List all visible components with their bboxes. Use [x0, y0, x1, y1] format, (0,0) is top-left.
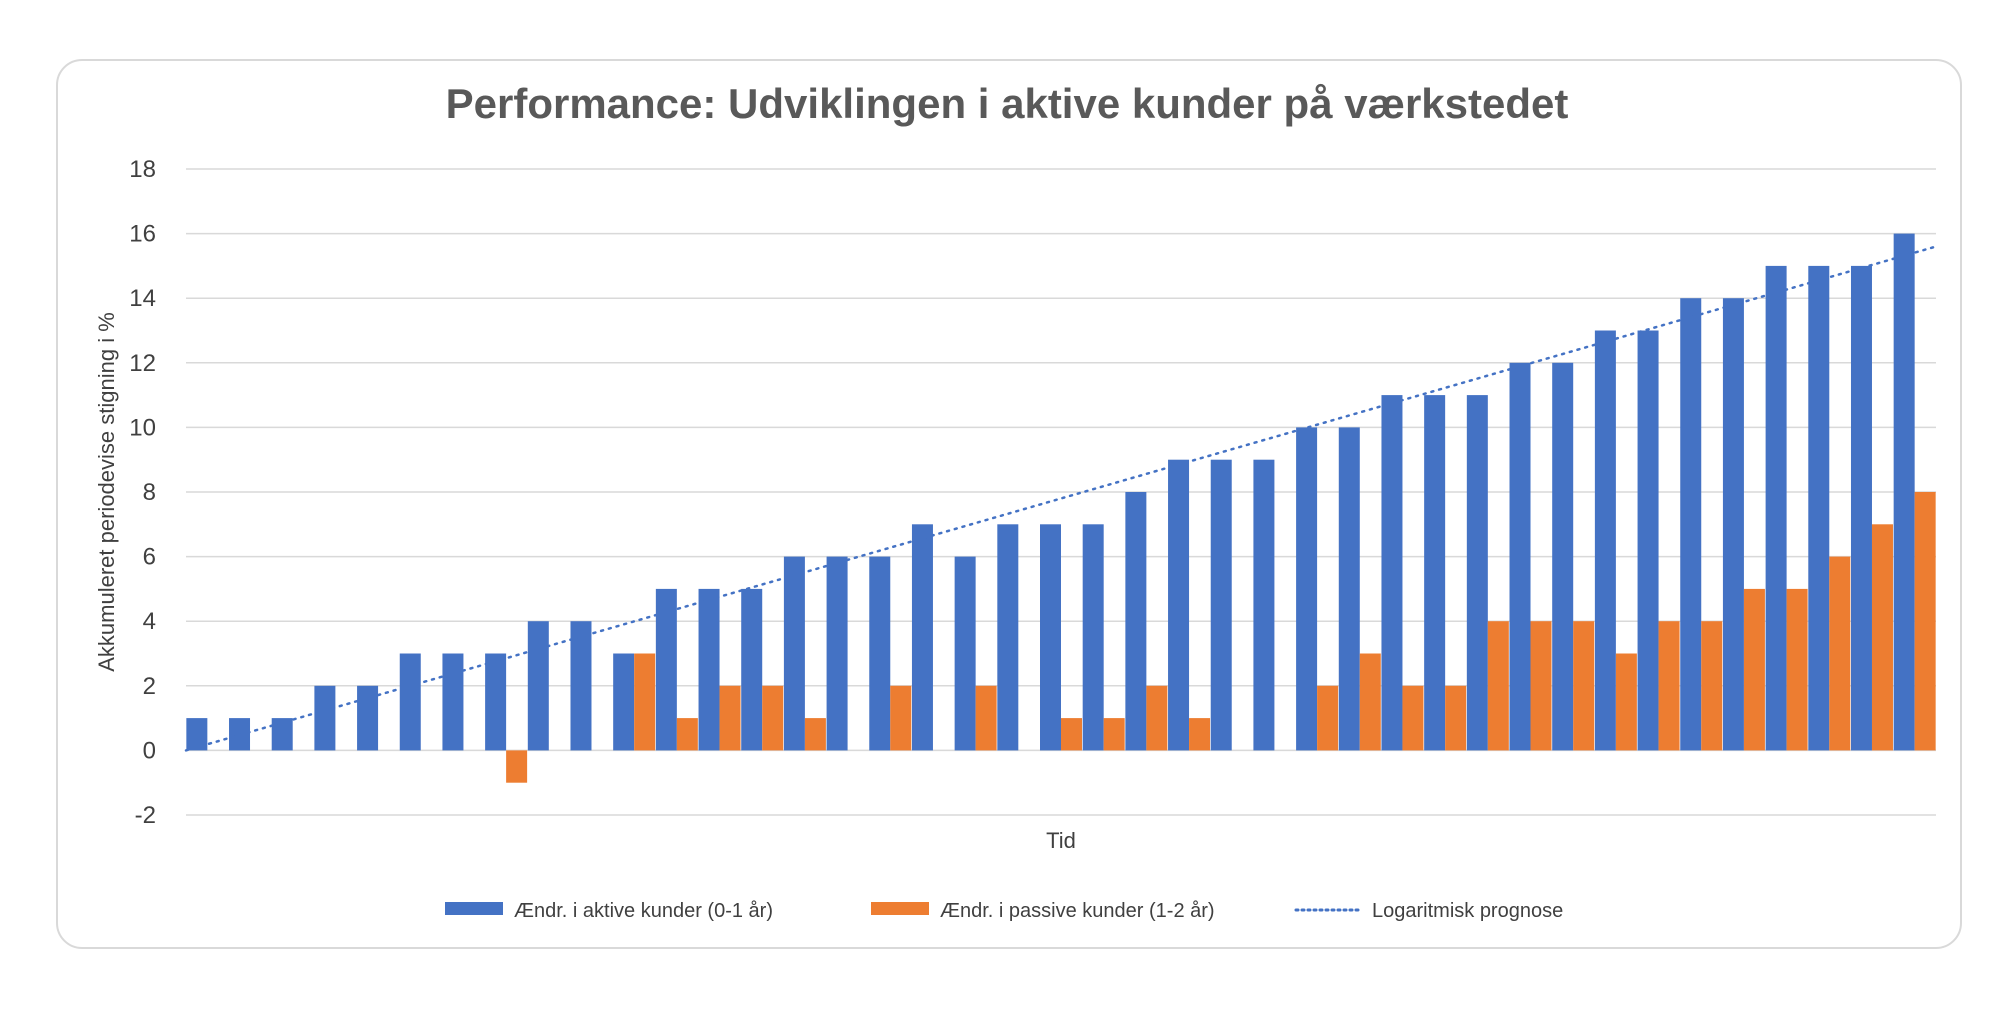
bar-active-24	[1168, 459, 1190, 751]
bar-active-10	[570, 621, 592, 751]
y-tick-label: 12	[129, 350, 156, 377]
bar-active-29	[1381, 395, 1403, 751]
bar-passive-22	[1103, 718, 1125, 751]
y-tick-label: 10	[129, 414, 156, 441]
bar-active-16	[826, 556, 848, 751]
bar-active-28	[1338, 427, 1360, 751]
bar-passive-23	[1146, 685, 1168, 751]
bar-passive-32	[1530, 621, 1552, 751]
y-axis-label: Akkumuleret periodevise stigning i %	[94, 312, 119, 672]
bar-active-32	[1509, 362, 1531, 751]
y-tick-label: 14	[129, 285, 156, 312]
bar-passive-34	[1615, 653, 1637, 751]
bar-passive-15	[804, 718, 826, 751]
bar-passive-14	[762, 685, 784, 751]
bar-active-18	[911, 524, 933, 751]
bar-passive-13	[719, 685, 741, 751]
bar-passive-24	[1189, 718, 1211, 751]
bar-active-31	[1466, 395, 1488, 751]
y-tick-label: 2	[143, 673, 156, 700]
legend-swatch-passive	[871, 902, 929, 915]
bar-passive-33	[1573, 621, 1595, 751]
bar-active-27	[1296, 427, 1318, 751]
bar-passive-19	[975, 685, 997, 751]
bar-passive-27	[1317, 685, 1339, 751]
x-axis-label: Tid	[1046, 828, 1076, 853]
bar-active-12	[655, 588, 677, 751]
bar-passive-17	[890, 685, 912, 751]
bar-active-34	[1594, 330, 1616, 751]
bar-active-36	[1680, 298, 1702, 751]
bar-active-13	[698, 588, 720, 751]
bar-passive-8	[506, 750, 528, 783]
legend-swatch-active	[445, 902, 503, 915]
bars	[186, 233, 1936, 783]
bar-active-11	[613, 653, 635, 751]
bar-active-21	[1040, 524, 1061, 751]
trendline	[184, 245, 1938, 752]
bar-passive-28	[1359, 653, 1381, 751]
trendline-path	[184, 245, 1938, 752]
bar-active-20	[997, 524, 1019, 751]
bar-active-30	[1424, 395, 1446, 751]
bar-active-5	[357, 685, 379, 751]
y-tick-label: 4	[143, 608, 156, 635]
bar-active-38	[1765, 265, 1787, 751]
y-tick-label: 18	[129, 156, 156, 183]
bar-active-23	[1125, 492, 1147, 751]
bar-active-15	[783, 556, 805, 751]
bar-active-33	[1552, 362, 1574, 751]
legend-label-trend: Logaritmisk prognose	[1372, 900, 1563, 922]
bar-passive-36	[1701, 621, 1723, 751]
y-axis-ticks: -2 0 2 4 6 8 10 12 14 16 18	[129, 156, 156, 829]
bar-passive-21	[1061, 718, 1082, 751]
bar-active-7	[442, 653, 464, 751]
bar-active-22	[1082, 524, 1104, 751]
y-tick-label: 8	[143, 479, 156, 506]
bar-active-8	[485, 653, 507, 751]
bar-passive-35	[1658, 621, 1680, 751]
bar-active-35	[1637, 330, 1659, 751]
bar-active-37	[1722, 298, 1744, 751]
bar-passive-31	[1487, 621, 1509, 751]
y-tick-label: 6	[143, 544, 156, 571]
bar-active-41	[1893, 233, 1915, 751]
y-tick-label: 0	[143, 737, 156, 764]
bar-active-26	[1253, 459, 1275, 751]
bar-passive-41	[1914, 492, 1936, 751]
bar-active-17	[869, 556, 891, 751]
y-tick-label: -2	[135, 802, 156, 829]
bar-active-3	[271, 718, 293, 751]
legend-label-passive: Ændr. i passive kunder (1-2 år)	[940, 900, 1215, 922]
chart-title: Performance: Udviklingen i aktive kunder…	[445, 80, 1569, 127]
legend: Ændr. i aktive kunder (0-1 år) Ændr. i p…	[445, 900, 1563, 922]
bar-active-25	[1210, 459, 1232, 751]
bar-passive-29	[1402, 685, 1424, 751]
bar-active-9	[527, 621, 549, 751]
bar-passive-38	[1786, 588, 1808, 751]
bar-passive-39	[1829, 556, 1851, 751]
bar-active-1	[186, 718, 208, 751]
bar-passive-12	[676, 718, 698, 751]
bar-passive-11	[634, 653, 656, 751]
y-tick-label: 16	[129, 221, 156, 248]
bar-passive-37	[1743, 588, 1765, 751]
bar-passive-40	[1871, 524, 1893, 751]
bar-active-39	[1808, 265, 1830, 751]
bar-active-40	[1850, 265, 1872, 751]
bar-active-14	[741, 588, 763, 751]
bar-active-6	[399, 653, 421, 751]
bar-passive-30	[1445, 685, 1467, 751]
legend-label-active: Ændr. i aktive kunder (0-1 år)	[514, 900, 773, 922]
bar-active-4	[314, 685, 336, 751]
bar-active-19	[954, 556, 976, 751]
